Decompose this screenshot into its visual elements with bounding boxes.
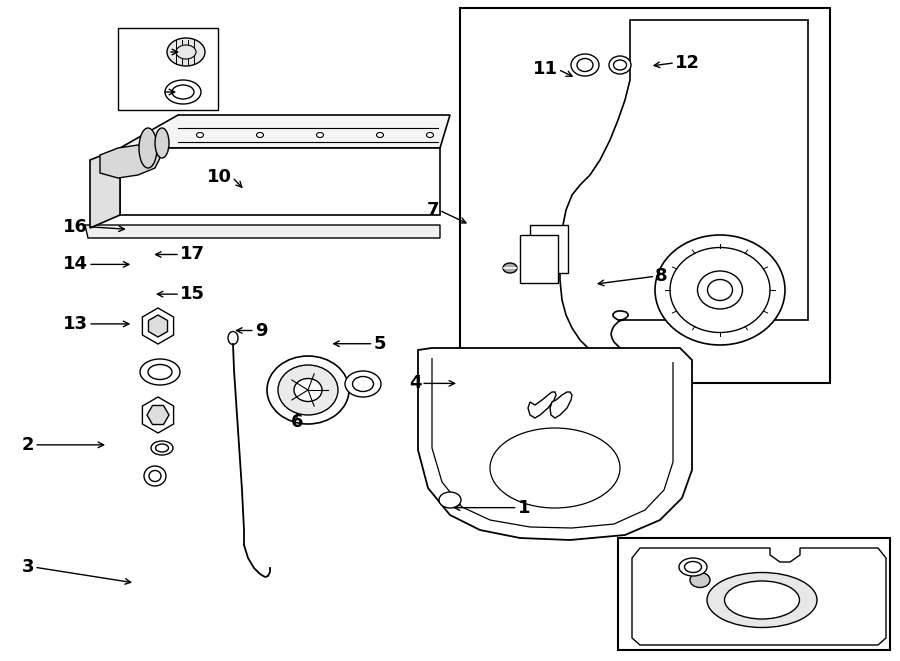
Text: 12: 12 — [675, 54, 700, 72]
Text: 7: 7 — [427, 201, 439, 219]
Ellipse shape — [614, 60, 626, 70]
Ellipse shape — [698, 271, 742, 309]
Polygon shape — [90, 148, 120, 228]
Ellipse shape — [196, 132, 203, 137]
Ellipse shape — [256, 132, 264, 137]
Ellipse shape — [427, 132, 434, 137]
Text: 5: 5 — [374, 334, 386, 353]
Ellipse shape — [609, 56, 631, 74]
Bar — [618, 538, 890, 650]
Text: 10: 10 — [207, 168, 232, 186]
Ellipse shape — [228, 332, 238, 344]
Text: 13: 13 — [63, 315, 88, 333]
Ellipse shape — [571, 54, 599, 76]
Text: 6: 6 — [291, 412, 303, 431]
Bar — [530, 225, 568, 273]
Polygon shape — [528, 392, 556, 418]
Ellipse shape — [707, 572, 817, 627]
Text: 8: 8 — [655, 267, 668, 286]
Text: 11: 11 — [533, 60, 558, 79]
Text: 14: 14 — [63, 255, 88, 274]
Polygon shape — [120, 115, 450, 148]
Text: 9: 9 — [255, 321, 267, 340]
Polygon shape — [560, 20, 808, 365]
Ellipse shape — [176, 45, 196, 59]
Text: 16: 16 — [63, 217, 88, 236]
Ellipse shape — [503, 263, 517, 273]
Text: 3: 3 — [22, 558, 34, 576]
Ellipse shape — [167, 38, 205, 66]
Ellipse shape — [140, 359, 180, 385]
Ellipse shape — [139, 128, 157, 168]
Ellipse shape — [670, 247, 770, 332]
Polygon shape — [120, 148, 440, 215]
Ellipse shape — [144, 466, 166, 486]
Text: 1: 1 — [518, 498, 530, 517]
Ellipse shape — [724, 581, 799, 619]
Ellipse shape — [148, 364, 172, 379]
Ellipse shape — [149, 471, 161, 481]
Ellipse shape — [707, 280, 733, 301]
Ellipse shape — [345, 371, 381, 397]
Polygon shape — [142, 397, 174, 433]
Text: 4: 4 — [409, 374, 421, 393]
Text: 15: 15 — [180, 285, 205, 303]
Ellipse shape — [156, 444, 168, 452]
Ellipse shape — [294, 379, 322, 401]
Polygon shape — [147, 405, 169, 424]
Polygon shape — [418, 348, 692, 540]
Ellipse shape — [690, 572, 710, 588]
Text: 17: 17 — [180, 245, 205, 264]
Ellipse shape — [172, 85, 194, 99]
Ellipse shape — [151, 441, 173, 455]
Ellipse shape — [267, 356, 349, 424]
Ellipse shape — [155, 128, 169, 158]
Ellipse shape — [353, 377, 374, 391]
Text: 2: 2 — [22, 436, 34, 454]
Ellipse shape — [278, 365, 338, 415]
Ellipse shape — [165, 80, 201, 104]
Ellipse shape — [685, 561, 701, 572]
Ellipse shape — [577, 59, 593, 71]
Bar — [460, 8, 830, 383]
Polygon shape — [100, 145, 160, 178]
Bar — [520, 235, 558, 283]
Bar — [118, 28, 218, 110]
Polygon shape — [142, 308, 174, 344]
Polygon shape — [550, 392, 572, 418]
Ellipse shape — [655, 235, 785, 345]
Ellipse shape — [317, 132, 323, 137]
Polygon shape — [632, 548, 886, 645]
Polygon shape — [85, 225, 440, 238]
Polygon shape — [148, 315, 167, 337]
Ellipse shape — [679, 558, 707, 576]
Ellipse shape — [376, 132, 383, 137]
Ellipse shape — [439, 492, 461, 508]
